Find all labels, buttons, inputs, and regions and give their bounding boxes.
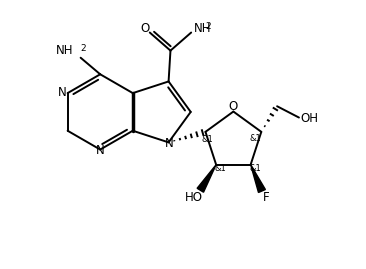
Text: O: O <box>141 22 150 35</box>
Text: &1: &1 <box>215 164 227 173</box>
Text: F: F <box>263 191 270 204</box>
Polygon shape <box>251 165 265 193</box>
Text: &1: &1 <box>249 164 261 173</box>
Text: N: N <box>165 137 174 150</box>
Text: &1: &1 <box>250 134 262 143</box>
Text: NH: NH <box>56 44 73 58</box>
Text: OH: OH <box>300 112 318 125</box>
Text: O: O <box>229 100 238 113</box>
Text: 2: 2 <box>205 22 211 31</box>
Text: N: N <box>96 144 105 157</box>
Text: HO: HO <box>184 190 202 204</box>
Text: NH: NH <box>194 22 212 35</box>
Text: &1: &1 <box>201 135 213 144</box>
Polygon shape <box>197 165 216 192</box>
Text: N: N <box>58 86 67 99</box>
Text: 2: 2 <box>80 44 86 53</box>
